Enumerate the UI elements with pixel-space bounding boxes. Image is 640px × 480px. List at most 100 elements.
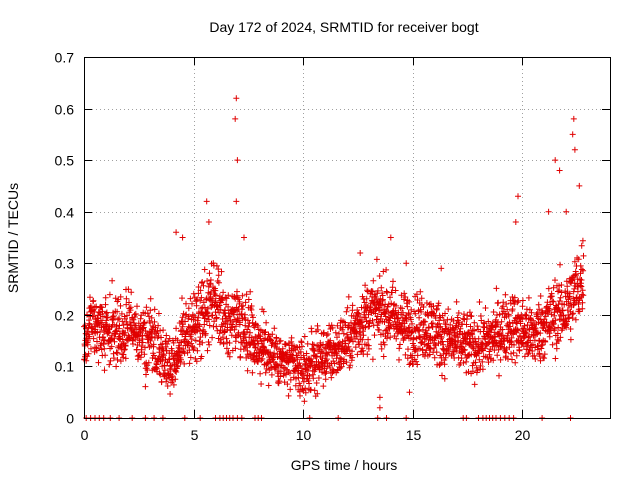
data-point (376, 327, 383, 333)
data-point (285, 359, 292, 366)
data-point (106, 291, 113, 298)
data-point (550, 284, 557, 291)
data-point (513, 352, 520, 359)
data-point (92, 344, 98, 351)
data-point (365, 336, 372, 343)
data-point (318, 358, 325, 365)
data-point (86, 333, 93, 340)
data-point (245, 296, 252, 303)
data-point (87, 294, 93, 301)
data-point (567, 336, 574, 343)
data-point (482, 336, 489, 343)
data-point (120, 322, 127, 328)
data-point (387, 334, 394, 341)
data-point (550, 320, 557, 327)
data-point (475, 335, 482, 342)
data-point (175, 362, 181, 369)
data-point (164, 341, 171, 347)
data-point (246, 320, 253, 327)
data-point (542, 338, 549, 345)
data-point (178, 356, 184, 363)
data-point (98, 346, 105, 353)
data-point (569, 274, 576, 281)
data-point (122, 343, 129, 349)
data-point (160, 352, 167, 359)
data-point (483, 324, 490, 331)
data-point (408, 329, 415, 336)
data-point (474, 323, 481, 330)
data-point (553, 345, 560, 352)
data-point (173, 229, 180, 236)
x-tick-label: 5 (191, 427, 199, 443)
data-point (150, 352, 157, 359)
data-point (403, 260, 410, 267)
data-point (150, 341, 157, 348)
data-point (503, 349, 509, 356)
data-point (90, 297, 97, 304)
data-point (506, 319, 513, 326)
data-point (262, 369, 269, 376)
y-tick-label: 0 (66, 411, 74, 427)
data-point (223, 335, 230, 342)
data-point (552, 317, 559, 324)
data-point (450, 349, 457, 355)
data-point (334, 322, 341, 329)
data-point (537, 293, 544, 299)
data-point (165, 338, 172, 345)
data-point (362, 314, 369, 321)
data-point (243, 344, 249, 351)
data-point (114, 308, 121, 315)
data-point (498, 318, 505, 325)
data-point (121, 346, 128, 353)
data-point (303, 350, 310, 357)
data-point (128, 289, 135, 296)
data-point (151, 318, 158, 325)
data-point (112, 295, 119, 302)
data-point (457, 325, 464, 332)
data-point (186, 360, 193, 367)
data-point (431, 354, 438, 361)
data-point (502, 310, 509, 317)
data-point (250, 314, 256, 321)
data-point (122, 329, 129, 336)
data-point (580, 292, 587, 299)
data-point (578, 283, 585, 290)
data-point (534, 330, 541, 337)
data-point (381, 341, 388, 348)
data-point (361, 299, 368, 306)
data-point (379, 296, 386, 303)
data-point (359, 336, 366, 343)
data-point (557, 294, 564, 301)
data-point (307, 386, 314, 393)
data-point (410, 334, 417, 341)
data-point (378, 302, 385, 309)
data-point (530, 317, 537, 324)
data-point (484, 354, 491, 361)
data-point (566, 314, 573, 321)
data-point (236, 298, 243, 305)
data-point (549, 298, 556, 305)
data-point (102, 352, 109, 359)
data-point (383, 288, 390, 295)
data-point (378, 284, 385, 291)
data-point (209, 334, 216, 341)
data-point (408, 316, 414, 323)
data-point (479, 340, 486, 347)
data-point (287, 386, 294, 393)
data-point (515, 327, 521, 334)
data-point (106, 361, 113, 368)
data-point (108, 343, 115, 350)
data-point (212, 287, 219, 294)
data-point (443, 321, 449, 328)
data-point (558, 327, 565, 334)
data-point (223, 345, 230, 352)
data-point (219, 323, 226, 330)
data-point (190, 316, 197, 323)
data-point (353, 333, 360, 340)
data-point (374, 287, 381, 294)
data-point (193, 302, 200, 309)
data-point (217, 306, 224, 313)
data-point (579, 299, 586, 306)
data-point (505, 312, 512, 319)
data-point (499, 326, 506, 333)
